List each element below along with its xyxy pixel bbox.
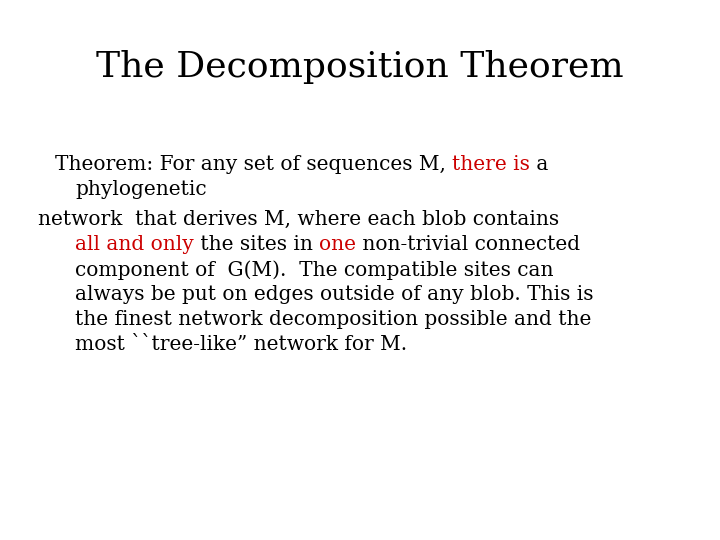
Text: non-trivial connected: non-trivial connected: [356, 235, 580, 254]
Text: The Decomposition Theorem: The Decomposition Theorem: [96, 50, 624, 84]
Text: one: one: [319, 235, 356, 254]
Text: there is: there is: [452, 155, 530, 174]
Text: the sites in: the sites in: [194, 235, 319, 254]
Text: Theorem: For any set of sequences M,: Theorem: For any set of sequences M,: [55, 155, 452, 174]
Text: a: a: [530, 155, 549, 174]
Text: component of  G(M).  The compatible sites can: component of G(M). The compatible sites …: [75, 260, 554, 280]
Text: network  that derives M, where each blob contains: network that derives M, where each blob …: [38, 210, 559, 229]
Text: always be put on edges outside of any blob. This is: always be put on edges outside of any bl…: [75, 285, 593, 304]
Text: the finest network decomposition possible and the: the finest network decomposition possibl…: [75, 310, 591, 329]
Text: phylogenetic: phylogenetic: [75, 180, 207, 199]
Text: most ``tree-like” network for M.: most ``tree-like” network for M.: [75, 335, 407, 354]
Text: all and only: all and only: [75, 235, 194, 254]
